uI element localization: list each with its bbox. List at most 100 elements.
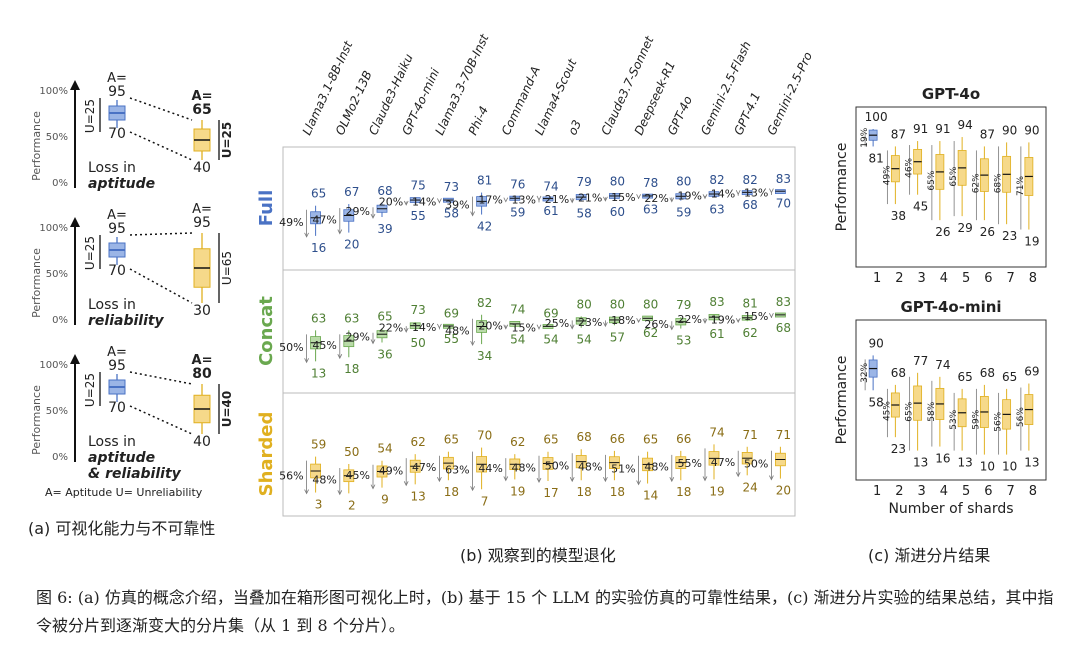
bottom-value: 61 <box>543 204 558 218</box>
unreliability-pct: 48% <box>512 461 536 474</box>
unreliability-pct: 14% <box>412 321 436 334</box>
top-value: 79 <box>577 175 592 189</box>
arrow-head <box>470 340 475 347</box>
arrow-head <box>669 325 675 331</box>
bottom-value: 20 <box>344 238 359 252</box>
bottom-value: 19 <box>709 484 724 498</box>
top-value: 87 <box>980 127 995 141</box>
arrow-head <box>70 354 80 364</box>
unreliability-pct: 15% <box>611 191 635 204</box>
top-value: 54 <box>377 442 392 456</box>
top-value: 78 <box>643 176 658 190</box>
bottom-value: 13 <box>913 456 928 470</box>
unreliability-pct: 18% <box>611 314 635 327</box>
dotted-connector <box>129 232 193 236</box>
unreliability-pct: 20% <box>478 320 502 333</box>
y-axis-label: Performance <box>30 248 43 318</box>
unreliability-pct: 47% <box>711 456 735 469</box>
bottom-value: 19 <box>510 484 525 498</box>
arrow-head <box>470 486 475 492</box>
unreliability-pct: 19% <box>860 127 870 147</box>
tick-label: 0% <box>52 315 68 326</box>
top-value: 91 <box>935 122 950 136</box>
arrow-head <box>769 313 774 319</box>
bottom-value: 68 <box>743 198 758 212</box>
dotted-connector <box>129 97 193 121</box>
top-value: 63 <box>344 311 359 325</box>
unreliability-pct: 22% <box>644 192 668 205</box>
bottom-value: 40 <box>193 434 211 450</box>
arrow-head <box>304 358 309 364</box>
bottom-value: 13 <box>311 366 326 380</box>
bottom-value: 23 <box>891 442 906 456</box>
top-value: 83 <box>776 172 791 186</box>
dotted-connector <box>129 371 193 385</box>
x-tick-label: 4 <box>940 484 948 499</box>
x-tick-label: 6 <box>984 271 992 286</box>
top-value: 65 <box>444 433 459 447</box>
bottom-value: 62 <box>743 326 758 340</box>
arrow-head <box>503 197 509 203</box>
top-value: 68 <box>891 366 906 380</box>
top-value: 100 <box>865 110 888 124</box>
arrow-head <box>603 477 608 483</box>
unreliability-pct: 20% <box>379 196 403 209</box>
panel-c-caption: (c) 渐进分片结果 <box>868 546 991 565</box>
top-value: 65 <box>377 310 392 324</box>
x-tick-label: 3 <box>917 484 925 499</box>
x-tick-label: 6 <box>984 484 992 499</box>
x-tick-label: 8 <box>1029 484 1037 499</box>
unreliability-pct: 46% <box>905 157 915 177</box>
top-value: 82 <box>743 173 758 187</box>
unreliability-pct: 62% <box>971 173 981 193</box>
arrow-head <box>370 484 376 490</box>
arrow-head <box>304 489 309 495</box>
top-value: 73 <box>411 303 426 317</box>
bottom-value: 81 <box>868 151 883 165</box>
arrow-head <box>503 324 509 330</box>
top-value: 90 <box>1024 123 1039 137</box>
unreliability-pct: 14% <box>711 188 735 201</box>
arrow-head <box>370 339 376 345</box>
top-value: 65 <box>957 370 972 384</box>
x-tick-label: 7 <box>1006 271 1014 286</box>
top-value: 87 <box>891 127 906 141</box>
bottom-value: 62 <box>643 326 658 340</box>
unreliability-label: U=65 <box>220 251 234 285</box>
arrow-head <box>603 322 608 328</box>
top-value: 81 <box>743 297 758 311</box>
arrow-head <box>636 317 641 324</box>
unreliability-pct: 49% <box>279 216 303 229</box>
x-tick-label: 1 <box>873 271 881 286</box>
model-label: o3 <box>565 118 584 137</box>
unreliability-label: U=25 <box>83 236 97 270</box>
unreliability-pct: 49% <box>882 165 892 185</box>
unreliability-pct: 65% <box>949 166 959 186</box>
unreliability-pct: 13% <box>744 186 768 199</box>
bottom-value: 17 <box>543 486 558 500</box>
unreliability-pct: 65% <box>905 401 915 421</box>
aptitude-label: A= <box>107 208 127 223</box>
top-value: 63 <box>311 311 326 325</box>
bottom-value: 3 <box>315 498 323 512</box>
arrow-head <box>536 195 542 201</box>
top-value: 69 <box>444 306 459 320</box>
bottom-value: 50 <box>411 336 426 350</box>
arrow-head <box>636 480 641 486</box>
top-value: 94 <box>957 118 972 132</box>
unreliability-pct: 32% <box>860 362 870 382</box>
x-axis-label: Number of shards <box>888 501 1013 517</box>
top-value: 79 <box>676 298 691 312</box>
bottom-value: 57 <box>610 330 625 344</box>
arrow-head <box>702 194 708 200</box>
panel-b-caption: (b) 观察到的模型退化 <box>460 546 616 565</box>
top-value: 82 <box>709 173 724 187</box>
unreliability-pct: 56% <box>1016 407 1026 427</box>
dotted-connector <box>129 405 193 435</box>
arrow-head <box>769 475 774 481</box>
unreliability-pct: 14% <box>412 195 436 208</box>
arrow-head <box>735 317 741 324</box>
bottom-value: 70 <box>108 400 126 416</box>
bottom-value: 13 <box>957 456 972 470</box>
top-value: 68 <box>377 184 392 198</box>
